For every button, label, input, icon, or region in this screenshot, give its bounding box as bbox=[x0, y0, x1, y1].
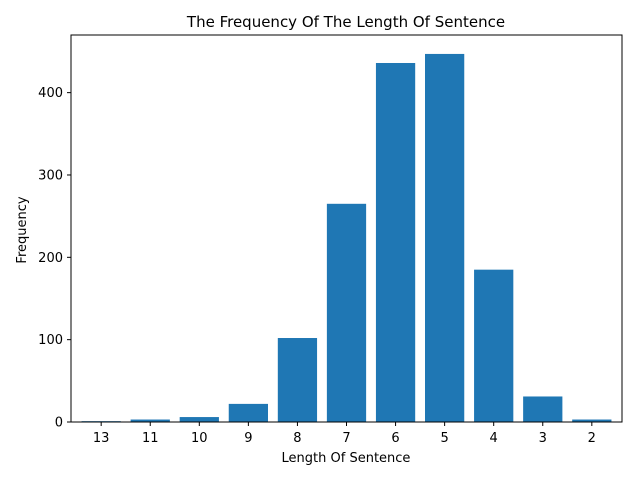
x-tick-label: 9 bbox=[244, 431, 252, 446]
x-axis-ticks: 13 11 10 9 8 7 6 5 4 3 2 bbox=[93, 422, 596, 446]
plot-frame bbox=[70, 34, 623, 423]
y-axis-ticks: 0 100 200 300 400 bbox=[38, 86, 71, 431]
x-tick-label: 3 bbox=[539, 431, 547, 446]
bar-3 bbox=[523, 396, 563, 422]
bar-5 bbox=[425, 53, 465, 423]
x-axis-label: Length Of Sentence bbox=[282, 451, 411, 466]
x-tick-label: 4 bbox=[490, 431, 498, 446]
x-tick-label: 2 bbox=[588, 431, 596, 446]
bar-2 bbox=[572, 419, 612, 422]
bar-4 bbox=[474, 269, 514, 422]
bar-9 bbox=[228, 403, 268, 422]
x-tick-label: 8 bbox=[293, 431, 301, 446]
x-tick-label: 7 bbox=[342, 431, 350, 446]
bar-8 bbox=[277, 338, 318, 422]
bar-11 bbox=[130, 419, 170, 422]
y-tick-label: 0 bbox=[55, 416, 63, 431]
chart-title: The Frequency Of The Length Of Sentence bbox=[186, 13, 505, 31]
y-tick-label: 400 bbox=[38, 86, 63, 101]
bar-6 bbox=[375, 62, 416, 423]
x-tick-label: 10 bbox=[191, 431, 208, 446]
bar-10 bbox=[179, 417, 219, 422]
y-tick-label: 300 bbox=[38, 168, 63, 183]
x-tick-label: 5 bbox=[440, 431, 448, 446]
y-axis-label: Frequency bbox=[15, 196, 30, 263]
bar-7 bbox=[326, 203, 367, 422]
x-tick-label: 6 bbox=[391, 431, 399, 446]
x-tick-label: 11 bbox=[142, 431, 159, 446]
y-tick-label: 100 bbox=[38, 333, 63, 348]
y-tick-label: 200 bbox=[38, 251, 63, 266]
bars bbox=[81, 53, 612, 423]
x-tick-label: 13 bbox=[93, 431, 110, 446]
